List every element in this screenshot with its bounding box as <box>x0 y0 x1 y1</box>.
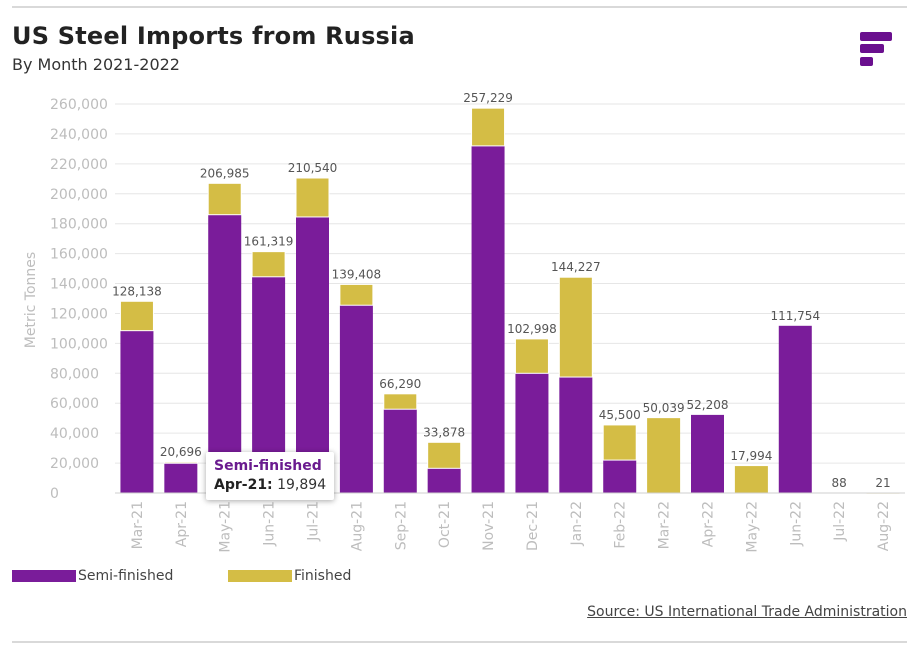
x-tick-label: Mar-21 <box>130 501 146 549</box>
brand-logo-icon <box>860 32 892 66</box>
bar-finished <box>602 424 637 461</box>
x-tick-label: Apr-22 <box>701 501 717 547</box>
bar-semi-finished <box>471 145 505 493</box>
y-tick-label: 20,000 <box>50 456 99 472</box>
bar-semi-finished <box>383 409 417 493</box>
bar-finished <box>383 393 418 410</box>
chart-title: US Steel Imports from Russia <box>12 22 415 50</box>
x-tick-label: Apr-21 <box>174 501 190 547</box>
legend-swatch-finished <box>228 570 292 582</box>
top-divider <box>12 6 907 8</box>
legend-label-semi-finished: Semi-finished <box>78 568 174 584</box>
x-tick-label: Jun-21 <box>262 501 278 547</box>
x-tick-label: Jul-22 <box>832 501 848 542</box>
bar-finished <box>295 177 330 218</box>
bar-finished <box>163 461 198 464</box>
bar-semi-finished <box>603 460 637 493</box>
data-label: 88 <box>832 476 847 490</box>
bar-finished <box>119 300 154 332</box>
y-tick-label: 220,000 <box>50 157 108 173</box>
legend-label-finished: Finished <box>294 568 352 584</box>
data-label: 102,998 <box>507 322 557 336</box>
y-tick-label: 260,000 <box>50 97 108 113</box>
bar-semi-finished <box>296 216 329 494</box>
data-label: 33,878 <box>423 425 465 439</box>
bar-semi-finished <box>339 305 373 493</box>
tooltip-series: Semi-finished <box>214 458 322 474</box>
y-tick-label: 160,000 <box>50 247 108 263</box>
y-tick-label: 40,000 <box>50 426 99 442</box>
legend-item-semi-finished[interactable]: Semi-finished <box>12 568 173 584</box>
tooltip-value: 19,894 <box>277 477 327 493</box>
bar-finished <box>207 182 242 216</box>
y-tick-label: 140,000 <box>50 277 108 293</box>
bar-semi-finished <box>559 377 593 493</box>
y-tick-label: 100,000 <box>50 336 108 352</box>
bar-finished <box>339 283 374 306</box>
y-tick-label: 60,000 <box>50 396 99 412</box>
tooltip-category: Apr-21: <box>214 477 273 493</box>
x-tick-label: Mar-22 <box>657 501 673 549</box>
x-tick-label: Dec-21 <box>525 501 541 551</box>
bar-finished <box>251 251 286 278</box>
bar-finished <box>647 418 681 493</box>
data-label: 257,229 <box>463 91 513 105</box>
bar-finished <box>734 466 768 493</box>
bar-semi-finished <box>778 325 812 493</box>
bar-finished <box>471 107 506 147</box>
x-tick-label: Jan-22 <box>569 501 585 546</box>
data-label: 52,208 <box>687 398 729 412</box>
bar-semi-finished <box>515 373 549 493</box>
bar-semi-finished <box>427 468 461 493</box>
x-tick-label: Aug-21 <box>349 501 365 551</box>
data-label: 206,985 <box>200 166 250 180</box>
bar-finished <box>427 441 462 469</box>
data-label: 20,696 <box>160 445 202 459</box>
bar-chart: 0 20,000 40,000 60,000 80,000 100,000 120,000 1… <box>23 91 905 553</box>
y-tick-label: 240,000 <box>50 127 108 143</box>
legend-item-finished[interactable]: Finished <box>228 568 351 584</box>
data-label: 66,290 <box>379 377 421 391</box>
chart-subtitle: By Month 2021-2022 <box>12 55 180 74</box>
bar-semi-finished <box>208 214 242 493</box>
data-label: 128,138 <box>112 284 162 298</box>
y-tick-label: 180,000 <box>50 217 108 233</box>
bar-semi-finished <box>164 463 198 493</box>
x-tick-label: Nov-21 <box>481 501 497 551</box>
y-tick-label: 120,000 <box>50 306 108 322</box>
tooltip-body: Apr-21: 19,894 <box>214 475 326 495</box>
legend-swatch-semi-finished <box>12 570 76 582</box>
tooltip: Semi-finished Apr-21: 19,894 <box>206 452 335 500</box>
y-axis-label: Metric Tonnes <box>23 252 39 348</box>
data-label: 21 <box>875 476 890 490</box>
data-label: 139,408 <box>332 267 382 281</box>
x-tick-label: Aug-22 <box>876 501 892 551</box>
y-tick-label: 80,000 <box>50 366 99 382</box>
data-label: 50,039 <box>643 401 685 415</box>
y-tick-label: 200,000 <box>50 187 108 203</box>
x-tick-label: Jun-22 <box>788 501 804 547</box>
x-tick-label: Jul-21 <box>306 501 322 542</box>
bottom-divider <box>12 641 907 643</box>
x-tick-label: Oct-21 <box>437 501 453 548</box>
data-label: 17,994 <box>730 449 772 463</box>
bar-semi-finished <box>120 330 154 493</box>
data-label: 161,319 <box>244 235 294 249</box>
x-tick-label: May-22 <box>744 501 760 553</box>
data-label: 45,500 <box>599 408 641 422</box>
data-label: 111,754 <box>770 309 820 323</box>
x-tick-label: Feb-22 <box>613 501 629 549</box>
x-tick-label: Sep-21 <box>393 501 409 550</box>
x-tick-label: May-21 <box>218 501 234 553</box>
y-tick-label: 0 <box>50 486 59 502</box>
data-label: 144,227 <box>551 260 601 274</box>
bar-finished <box>558 276 593 378</box>
source-link[interactable]: Source: US International Trade Administr… <box>587 604 907 620</box>
bar-semi-finished <box>691 414 724 493</box>
data-label: 210,540 <box>288 161 338 175</box>
bar-finished <box>514 338 549 374</box>
